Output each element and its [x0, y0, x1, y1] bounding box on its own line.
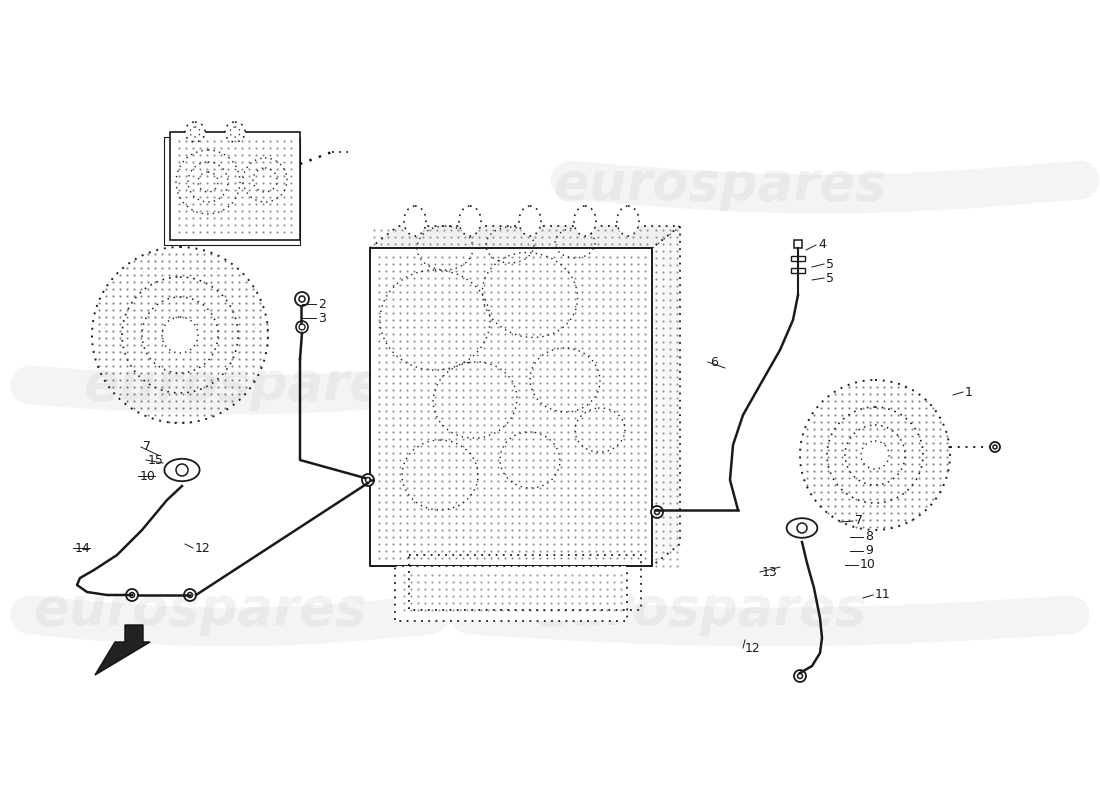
Circle shape [295, 292, 309, 306]
Text: 15: 15 [148, 454, 164, 466]
Text: eurospares: eurospares [84, 359, 417, 411]
Circle shape [296, 321, 308, 333]
Text: 5: 5 [826, 258, 834, 270]
Text: 9: 9 [865, 545, 873, 558]
Polygon shape [95, 625, 150, 675]
Text: 4: 4 [818, 238, 826, 251]
Circle shape [794, 670, 806, 682]
Text: 2: 2 [318, 298, 326, 310]
Ellipse shape [786, 518, 817, 538]
Text: 11: 11 [874, 589, 891, 602]
Circle shape [226, 122, 245, 142]
Ellipse shape [519, 206, 541, 236]
Text: eurospares: eurospares [33, 584, 366, 636]
Text: 12: 12 [745, 642, 761, 654]
Circle shape [299, 296, 305, 302]
Circle shape [187, 593, 192, 598]
Text: 7: 7 [143, 441, 151, 454]
Text: 12: 12 [195, 542, 211, 554]
Text: 10: 10 [860, 558, 876, 571]
Text: eurospares: eurospares [553, 159, 887, 211]
Bar [164, 137, 300, 245]
Polygon shape [370, 226, 680, 248]
Bar [395, 566, 627, 621]
Circle shape [130, 593, 134, 598]
Text: 7: 7 [855, 514, 864, 527]
Text: 10: 10 [140, 470, 156, 482]
Text: eurospares: eurospares [534, 584, 867, 636]
Circle shape [362, 474, 374, 486]
Circle shape [651, 506, 663, 518]
Polygon shape [652, 226, 680, 566]
Circle shape [990, 442, 1000, 452]
Bar [409, 555, 641, 610]
Circle shape [184, 589, 196, 601]
Text: 6: 6 [710, 355, 718, 369]
Ellipse shape [459, 206, 481, 236]
Text: 3: 3 [318, 311, 326, 325]
Ellipse shape [404, 206, 426, 236]
Circle shape [798, 674, 803, 678]
Ellipse shape [617, 206, 639, 236]
Text: 13: 13 [762, 566, 778, 578]
Ellipse shape [574, 206, 596, 236]
Bar [370, 248, 652, 566]
Circle shape [126, 589, 138, 601]
Bar [791, 268, 805, 273]
Text: 5: 5 [826, 271, 834, 285]
Bar [794, 240, 802, 248]
Circle shape [798, 523, 807, 533]
Circle shape [365, 478, 371, 482]
Text: 1: 1 [965, 386, 972, 398]
Ellipse shape [164, 458, 199, 481]
Bar [170, 132, 300, 240]
Bar [791, 256, 805, 261]
Circle shape [176, 464, 188, 476]
Circle shape [185, 122, 205, 142]
Circle shape [993, 445, 997, 449]
Text: 8: 8 [865, 530, 873, 543]
Circle shape [654, 510, 660, 514]
Text: 14: 14 [75, 542, 90, 554]
